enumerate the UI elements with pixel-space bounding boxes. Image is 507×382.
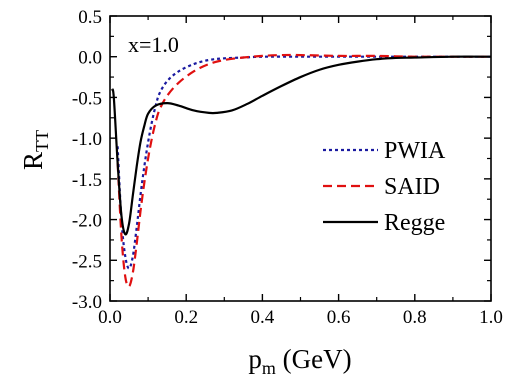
legend: PWIA SAID Regge bbox=[323, 138, 446, 236]
legend-label-regge: Regge bbox=[384, 210, 445, 236]
y-tick-label: -1.5 bbox=[72, 170, 102, 191]
series-line-regge bbox=[110, 55, 492, 236]
x-tick-label: 0.8 bbox=[403, 307, 427, 328]
legend-label-pwia: PWIA bbox=[384, 138, 446, 164]
x-axis-title-sub: m bbox=[262, 358, 276, 378]
y-axis-title: RTT bbox=[18, 130, 52, 170]
x-axis-title: pm (GeV) bbox=[248, 344, 351, 378]
y-tick-label: -2.5 bbox=[72, 251, 102, 272]
y-tick-label: -0.5 bbox=[72, 88, 102, 109]
y-tick-label: -3.0 bbox=[72, 292, 102, 313]
x-tick-label: 0.4 bbox=[251, 307, 275, 328]
x-axis-title-rest: (GeV) bbox=[276, 344, 352, 374]
y-tick-label: 0.5 bbox=[78, 7, 102, 28]
series-layer bbox=[110, 53, 492, 288]
x-tick-label: 0.0 bbox=[98, 307, 122, 328]
x-tick-label: 0.2 bbox=[174, 307, 198, 328]
y-tick-label: -1.0 bbox=[72, 129, 102, 150]
y-tick-label: -2.0 bbox=[72, 211, 102, 232]
x-tick-label: 0.6 bbox=[327, 307, 351, 328]
x-tick-label: 1.0 bbox=[479, 307, 503, 328]
legend-label-said: SAID bbox=[384, 174, 440, 200]
series-line-said bbox=[116, 53, 491, 288]
y-axis-title-base: R bbox=[18, 152, 48, 170]
tick-labels-layer: 0.0 0.2 0.4 0.6 0.8 1.0 0.5 0.0 -0.5 -1.0 -1.5 -2.0… bbox=[72, 7, 503, 328]
x-axis-title-base: p bbox=[248, 344, 262, 374]
y-tick-label: 0.0 bbox=[78, 48, 102, 69]
ticks-layer bbox=[109, 15, 492, 302]
y-axis-title-sub: TT bbox=[32, 130, 52, 152]
annotation-label: x=1.0 bbox=[128, 32, 179, 57]
